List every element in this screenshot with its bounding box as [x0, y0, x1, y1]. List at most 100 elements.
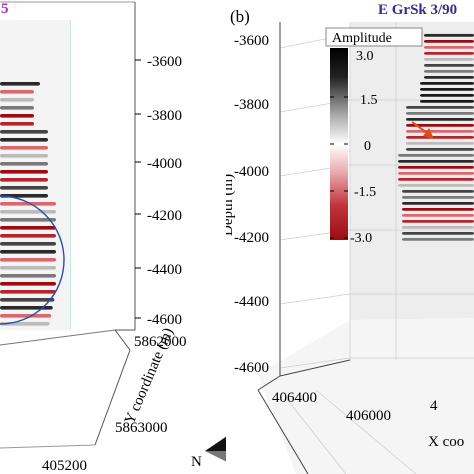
colorbar-tick-0: 3.0	[356, 49, 374, 64]
colorbar-title: Amplitude	[332, 31, 392, 46]
depth-tick-a-5: -4600	[147, 312, 182, 328]
seismic-stripe	[0, 298, 55, 302]
seismic-stripe	[424, 34, 474, 37]
seismic-stripe	[0, 306, 53, 310]
seismic-stripe	[402, 214, 474, 217]
seismic-stripe	[0, 258, 56, 262]
seismic-stripe	[0, 106, 34, 110]
seismic-stripe	[424, 70, 474, 73]
seismic-stripe	[0, 274, 56, 278]
seismic-stripe	[0, 266, 56, 270]
panel-a-figure: -3600 -3800 -4000 -4200 -4400 -4600 5862…	[0, 1, 226, 474]
seismic-stripe	[398, 184, 474, 187]
seismic-stripe	[0, 186, 48, 190]
north-arrow-icon	[205, 436, 226, 462]
panel-b-box-frame	[257, 22, 351, 474]
depth-tick-b-4: -4400	[234, 294, 269, 310]
seismic-stripe	[0, 234, 56, 238]
panel-a-seismic-traces	[0, 82, 56, 326]
seismic-stripe	[406, 142, 474, 145]
seismic-stripe	[402, 226, 474, 229]
panel-a-volume	[0, 20, 70, 330]
seismic-stripe	[0, 202, 56, 206]
seismic-stripe	[398, 166, 474, 169]
panel-a: -3600 -3800 -4000 -4200 -4400 -4600 5862…	[0, 0, 226, 474]
seismic-stripe	[420, 100, 474, 103]
seismic-stripe	[402, 196, 474, 199]
seismic-stripe	[406, 112, 474, 115]
seismic-stripe	[402, 202, 474, 205]
seismic-stripe	[0, 90, 34, 94]
seismic-stripe	[0, 250, 56, 254]
seismic-stripe	[406, 124, 474, 127]
seismic-stripe	[0, 162, 48, 166]
colorbar-tick-2: 0	[364, 139, 371, 154]
depth-tick-b-5: -4600	[234, 360, 269, 376]
highlight-circle	[0, 195, 65, 325]
panel-b-floor	[258, 318, 474, 474]
seismic-stripe	[0, 226, 56, 230]
x-tick-b-0: 406400	[272, 390, 317, 406]
seismic-stripe	[420, 88, 474, 91]
red-arrow-icon	[411, 121, 434, 139]
seismic-stripe	[0, 314, 52, 318]
x-tick-a-0: 405200	[42, 458, 87, 474]
seismic-stripe	[398, 172, 474, 175]
seismic-stripe	[402, 208, 474, 211]
seismic-stripe	[0, 170, 48, 174]
depth-tick-a-2: -4000	[147, 156, 182, 172]
seismic-stripe	[402, 232, 474, 235]
seismic-stripe	[398, 160, 474, 163]
panel-b-seismic-traces	[398, 34, 474, 241]
seismic-stripe	[0, 282, 56, 286]
seismic-stripe	[402, 238, 474, 241]
depth-tick-b-2: -4000	[234, 164, 269, 180]
seismic-stripe	[424, 46, 474, 49]
panel-b-title: E GrSk 3/90	[378, 2, 457, 18]
seismic-stripe	[0, 178, 48, 182]
seismic-stripe	[424, 76, 474, 79]
seismic-stripe	[0, 138, 48, 142]
panel-a-depth-ticks: -3600 -3800 -4000 -4200 -4400 -4600	[135, 54, 182, 328]
colorbar-tick-3: -1.5	[354, 185, 376, 200]
seismic-stripe	[0, 218, 56, 222]
seismic-stripe	[0, 82, 40, 86]
seismic-stripe	[0, 114, 34, 118]
depth-tick-a-0: -3600	[147, 54, 182, 70]
seismic-stripe	[0, 290, 56, 294]
seismic-stripe	[0, 122, 34, 126]
north-label: N	[191, 454, 202, 470]
seismic-stripe	[398, 154, 474, 157]
seismic-stripe	[402, 220, 474, 223]
seismic-stripe	[0, 242, 56, 246]
colorbar-gradient	[330, 48, 348, 240]
seismic-stripe	[420, 82, 474, 85]
depth-tick-b-0: -3600	[234, 33, 269, 49]
seismic-stripe	[0, 154, 48, 158]
seismic-stripe	[0, 98, 34, 102]
seismic-stripe	[0, 130, 48, 134]
seismic-stripe	[424, 64, 474, 67]
seismic-stripe	[406, 148, 474, 151]
seismic-stripe	[398, 178, 474, 181]
seismic-stripe	[406, 118, 474, 121]
seismic-stripe	[406, 136, 474, 139]
panel-b-label: (b)	[230, 7, 250, 26]
depth-tick-b-3: -4200	[234, 230, 269, 246]
colorbar: Amplitude 3.0 1.5 0 -1.5 -3.0	[325, 27, 423, 246]
y-tick-1: 5863000	[115, 420, 168, 436]
depth-tick-a-4: -4400	[147, 262, 182, 278]
colorbar-tick-1: 1.5	[360, 93, 378, 108]
seismic-stripe	[424, 52, 474, 55]
seismic-stripe	[420, 94, 474, 97]
y-tick-0: 5862000	[134, 334, 187, 350]
seismic-stripe	[0, 210, 56, 214]
seismic-stripe	[424, 40, 474, 43]
seismic-stripe	[424, 58, 474, 61]
x-tick-b-1: 406000	[346, 408, 391, 424]
x-tick-b-2: 4	[430, 398, 438, 414]
seismic-stripe	[406, 106, 474, 109]
depth-tick-a-3: -4200	[147, 208, 182, 224]
panel-b: (b) E GrSk 3/90	[226, 0, 474, 474]
seismic-stripe	[402, 190, 474, 193]
